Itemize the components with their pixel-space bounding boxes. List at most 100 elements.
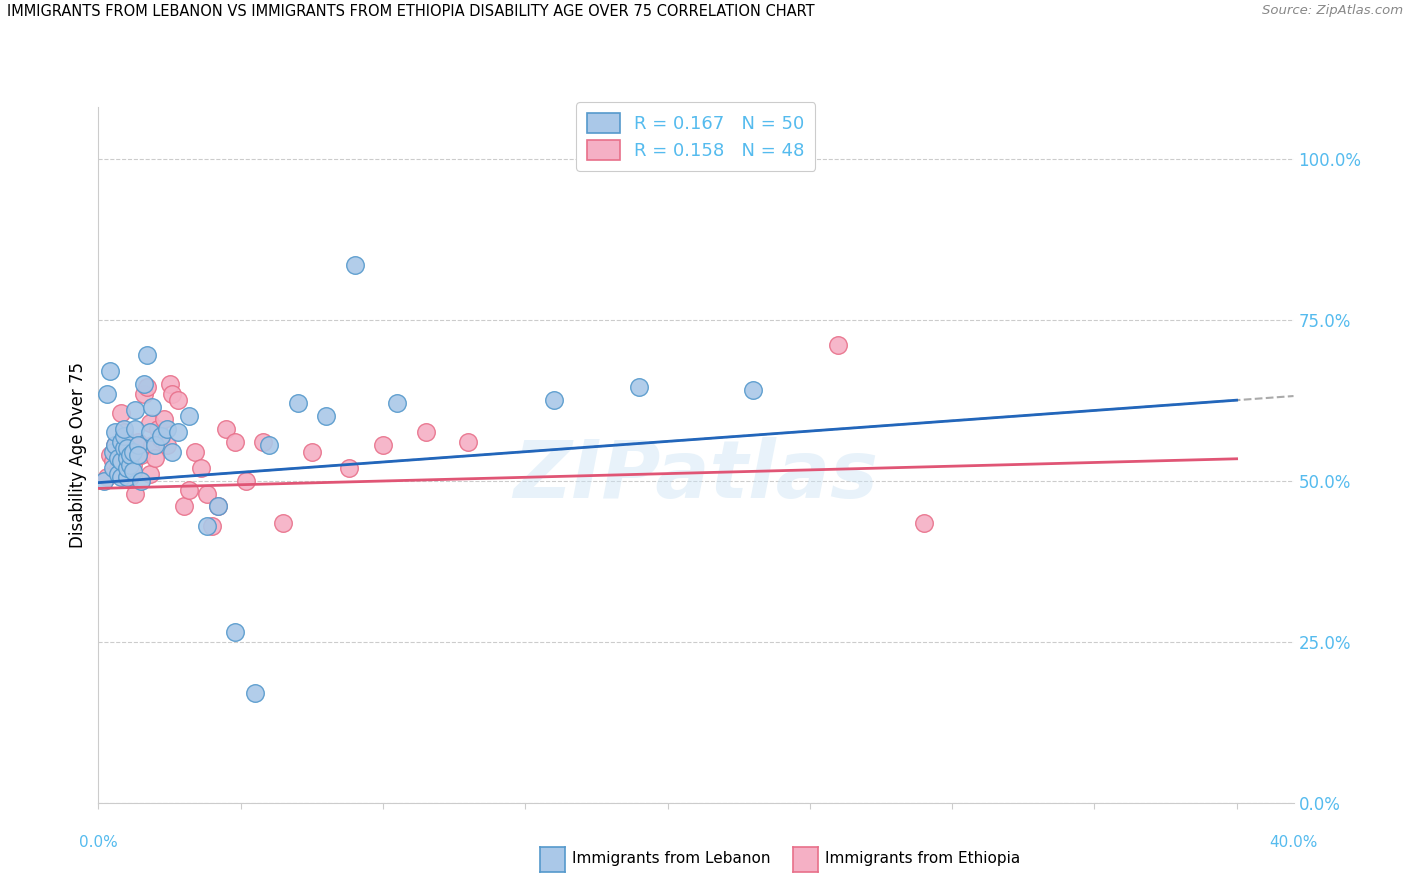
Point (224, 435, 246, 450)
Point (129, 448, 152, 462)
Point (104, 438, 127, 452)
Point (343, 258, 366, 272)
Point (98, 364, 121, 378)
Point (167, 393, 190, 408)
Point (315, 409, 337, 424)
Point (138, 425, 160, 440)
Text: Immigrants from Lebanon: Immigrants from Lebanon (572, 851, 770, 865)
Point (135, 380, 157, 394)
Point (121, 464, 143, 478)
Point (141, 400, 163, 414)
Point (385, 396, 409, 410)
Point (543, 393, 565, 408)
Point (96, 386, 118, 401)
Point (101, 444, 124, 458)
Point (143, 438, 166, 452)
Point (156, 438, 179, 452)
Point (201, 518, 224, 533)
Point (195, 518, 218, 533)
Point (173, 500, 195, 514)
Point (257, 438, 280, 452)
Point (912, 516, 935, 530)
Point (243, 686, 266, 700)
Point (107, 451, 129, 466)
Point (121, 438, 143, 452)
Point (141, 438, 163, 452)
Point (143, 451, 166, 466)
Text: Immigrants from Ethiopia: Immigrants from Ethiopia (825, 851, 1021, 865)
Point (135, 348, 157, 362)
Point (190, 460, 212, 475)
Text: 0.0%: 0.0% (79, 836, 118, 850)
Point (129, 474, 152, 488)
Point (127, 435, 149, 450)
Point (107, 467, 129, 482)
Point (179, 409, 201, 424)
Point (159, 377, 181, 392)
Point (337, 460, 360, 475)
Point (115, 444, 138, 458)
Point (124, 422, 146, 436)
Point (162, 444, 184, 458)
Point (162, 386, 184, 401)
Point (184, 444, 207, 458)
Point (121, 458, 143, 472)
Point (118, 470, 141, 484)
Point (101, 460, 124, 475)
Text: ZIPatlas: ZIPatlas (513, 437, 879, 515)
Point (224, 625, 246, 640)
Point (127, 438, 149, 452)
Point (235, 474, 257, 488)
Point (150, 432, 173, 446)
Point (110, 470, 132, 484)
Point (287, 396, 309, 410)
Legend: R = 0.167   N = 50, R = 0.158   N = 48: R = 0.167 N = 50, R = 0.158 N = 48 (576, 103, 815, 171)
Point (132, 386, 155, 401)
Point (138, 416, 160, 430)
Point (115, 470, 138, 484)
Point (167, 425, 190, 440)
Point (127, 448, 149, 462)
Point (112, 425, 135, 440)
Point (138, 467, 160, 482)
Point (104, 438, 127, 452)
Point (118, 448, 141, 462)
Point (110, 454, 132, 468)
Point (156, 422, 179, 436)
Point (112, 428, 135, 442)
Point (207, 500, 229, 514)
Point (179, 483, 201, 498)
Point (121, 444, 143, 458)
Point (195, 486, 218, 500)
Point (457, 435, 479, 450)
Point (150, 428, 173, 442)
Point (153, 412, 176, 426)
Point (124, 402, 146, 417)
Text: IMMIGRANTS FROM LEBANON VS IMMIGRANTS FROM ETHIOPIA DISABILITY AGE OVER 75 CORRE: IMMIGRANTS FROM LEBANON VS IMMIGRANTS FR… (7, 4, 814, 20)
Point (115, 435, 138, 450)
Point (112, 448, 135, 462)
Point (124, 486, 146, 500)
Point (96, 470, 118, 484)
Point (215, 422, 238, 436)
Point (371, 438, 394, 452)
Point (301, 444, 323, 458)
Point (628, 380, 651, 394)
Point (252, 435, 274, 450)
Point (110, 406, 132, 420)
Y-axis label: Disability Age Over 75: Disability Age Over 75 (69, 362, 87, 548)
Point (93, 474, 115, 488)
Point (148, 422, 170, 436)
Point (101, 454, 124, 468)
Point (115, 451, 138, 466)
Point (110, 435, 132, 450)
Text: Source: ZipAtlas.com: Source: ZipAtlas.com (1263, 4, 1403, 18)
Point (115, 442, 138, 456)
Point (112, 422, 135, 436)
Point (115, 460, 138, 475)
Point (104, 425, 127, 440)
Point (107, 460, 129, 475)
Point (827, 338, 849, 352)
Point (741, 384, 763, 398)
Point (132, 377, 155, 392)
